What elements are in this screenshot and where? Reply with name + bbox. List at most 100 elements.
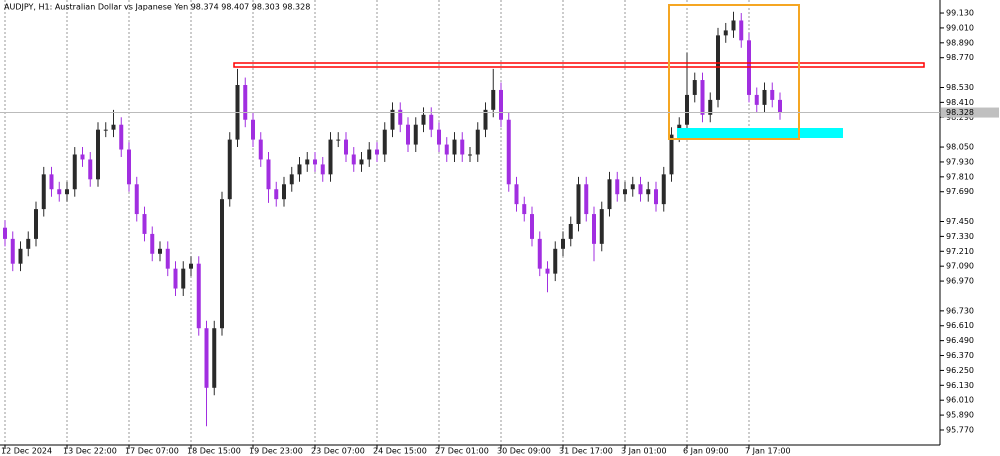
last-price-box	[941, 107, 999, 118]
x-tick-label: 27 Dec 01:00	[435, 447, 489, 456]
candle-body	[305, 159, 310, 165]
candle-body	[243, 85, 248, 120]
x-tick-label: 3 Jan 01:00	[621, 447, 667, 456]
x-tick-label: 7 Jan 17:00	[745, 447, 791, 456]
candle-body	[406, 124, 410, 145]
candle-body	[561, 238, 565, 249]
y-tick-label: 97.930	[946, 157, 974, 166]
candle-body	[165, 248, 170, 269]
y-tick-label: 95.890	[946, 411, 974, 420]
candle-body	[26, 238, 31, 249]
candle-body	[778, 99, 782, 113]
candle-body	[359, 159, 364, 165]
candle-body	[49, 174, 54, 190]
candle-body	[437, 129, 441, 145]
candle-body	[382, 129, 387, 155]
candle-body	[80, 154, 85, 160]
candle-body	[34, 209, 38, 239]
candle-body	[10, 238, 15, 264]
x-tick-label: 13 Dec 22:00	[63, 447, 117, 456]
candle-body	[685, 94, 689, 125]
y-tick-label: 96.610	[946, 321, 974, 330]
candle-body	[390, 109, 395, 130]
candle-body	[274, 189, 279, 200]
y-tick-label: 96.010	[946, 396, 974, 405]
candle-body	[289, 174, 294, 185]
x-tick-label: 17 Dec 07:00	[125, 447, 179, 456]
x-tick-label: 24 Dec 15:00	[373, 447, 427, 456]
candle-body	[522, 204, 527, 215]
candle-body	[731, 20, 736, 31]
y-tick-label: 98.890	[946, 38, 974, 47]
candle-body	[607, 179, 612, 210]
y-tick-label: 99.130	[946, 9, 974, 18]
candle-body	[196, 263, 201, 329]
x-tick-label: 19 Dec 23:00	[249, 447, 303, 456]
candle-body	[266, 159, 271, 190]
candle-body	[770, 89, 775, 100]
candle-body	[506, 119, 511, 185]
x-tick-label: 31 Dec 17:00	[559, 447, 613, 456]
axes: 99.13099.01098.89098.77098.53098.41098.2…	[0, 9, 999, 456]
candle-body	[661, 174, 666, 205]
candle-body	[708, 99, 713, 115]
candle-body	[654, 189, 658, 205]
consolidation-box	[668, 4, 800, 140]
candle-body	[134, 184, 139, 215]
candle-body	[638, 184, 643, 195]
y-tick-label: 98.050	[946, 143, 974, 152]
candle-body	[413, 124, 418, 145]
y-tick-label: 96.490	[946, 336, 974, 345]
candle-body	[189, 263, 193, 269]
candle-body	[142, 214, 147, 234]
candle-body	[421, 114, 426, 125]
candle-body	[568, 223, 573, 239]
candle-body	[375, 149, 379, 155]
y-tick-label: 96.130	[946, 381, 974, 390]
y-tick-label: 97.090	[946, 262, 974, 271]
candle-body	[3, 227, 7, 239]
candle-body	[282, 184, 286, 200]
candle-body	[119, 124, 124, 150]
candle-body	[367, 149, 372, 160]
candle-body	[103, 129, 108, 131]
candle-body	[723, 30, 728, 36]
candle-body	[553, 248, 558, 274]
candle-body	[72, 154, 77, 190]
candle-body	[173, 268, 178, 289]
x-tick-label: 23 Dec 07:00	[311, 447, 365, 456]
candle-body	[158, 248, 162, 254]
candle-body	[491, 89, 496, 110]
y-tick-label: 97.330	[946, 232, 974, 241]
candle-body	[227, 139, 232, 200]
x-tick-label: 12 Dec 2024	[1, 447, 52, 456]
candle-body	[251, 119, 255, 140]
y-tick-label: 98.770	[946, 53, 974, 62]
candle-body	[537, 238, 542, 269]
candle-body	[258, 139, 263, 160]
candle-body	[41, 174, 46, 210]
support-zone	[677, 128, 843, 138]
candle-body	[220, 199, 224, 329]
y-tick-label: 96.370	[946, 351, 974, 360]
y-tick-label: 97.210	[946, 247, 974, 256]
candle-body	[181, 268, 186, 289]
candle-body	[599, 209, 604, 244]
candle-body	[96, 129, 100, 180]
candle-body	[499, 89, 503, 120]
last-price-label: 98.328	[946, 108, 974, 117]
candle-body	[127, 149, 131, 185]
candle-body	[18, 248, 23, 264]
candle-body	[584, 184, 589, 215]
candle-body	[313, 159, 317, 165]
candle-body	[669, 134, 674, 175]
candle-body	[739, 20, 744, 41]
candle-body	[623, 189, 627, 195]
candle-body	[429, 114, 434, 130]
candle-body	[351, 154, 356, 165]
candle-body	[65, 189, 69, 195]
candle-body	[483, 109, 488, 130]
y-tick-label: 96.730	[946, 306, 974, 315]
